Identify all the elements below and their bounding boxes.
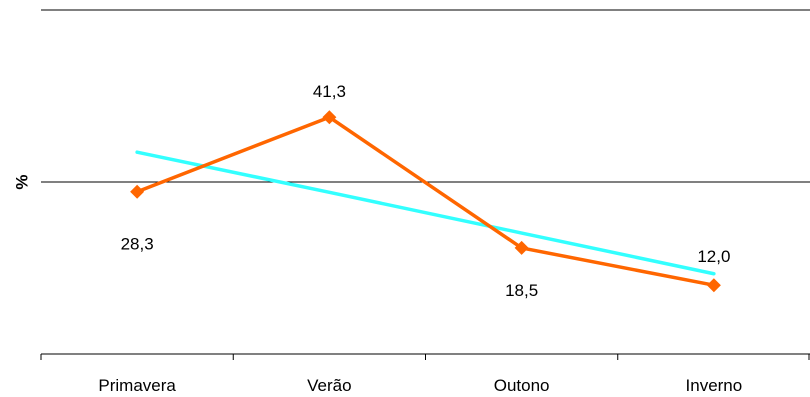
data-point-marker [514, 240, 529, 255]
data-label: 18,5 [505, 281, 538, 300]
x-axis: Primavera Verão Outono Inverno [40, 353, 810, 395]
x-tick-label: Verão [307, 376, 351, 395]
trendline [135, 150, 716, 276]
data-label: 12,0 [697, 247, 730, 266]
data-point-marker [130, 184, 145, 199]
data-point-marker [706, 278, 721, 293]
x-tick-label: Primavera [98, 376, 176, 395]
data-labels: 28,3 41,3 18,5 12,0 [121, 82, 731, 300]
x-tick-label: Outono [494, 376, 550, 395]
series-line [136, 115, 715, 287]
series-layer [130, 110, 721, 293]
x-tick-label: Inverno [686, 376, 743, 395]
y-axis-label: % [12, 174, 31, 189]
data-label: 28,3 [121, 235, 154, 254]
data-point-marker [322, 110, 337, 125]
data-label: 41,3 [313, 82, 346, 101]
